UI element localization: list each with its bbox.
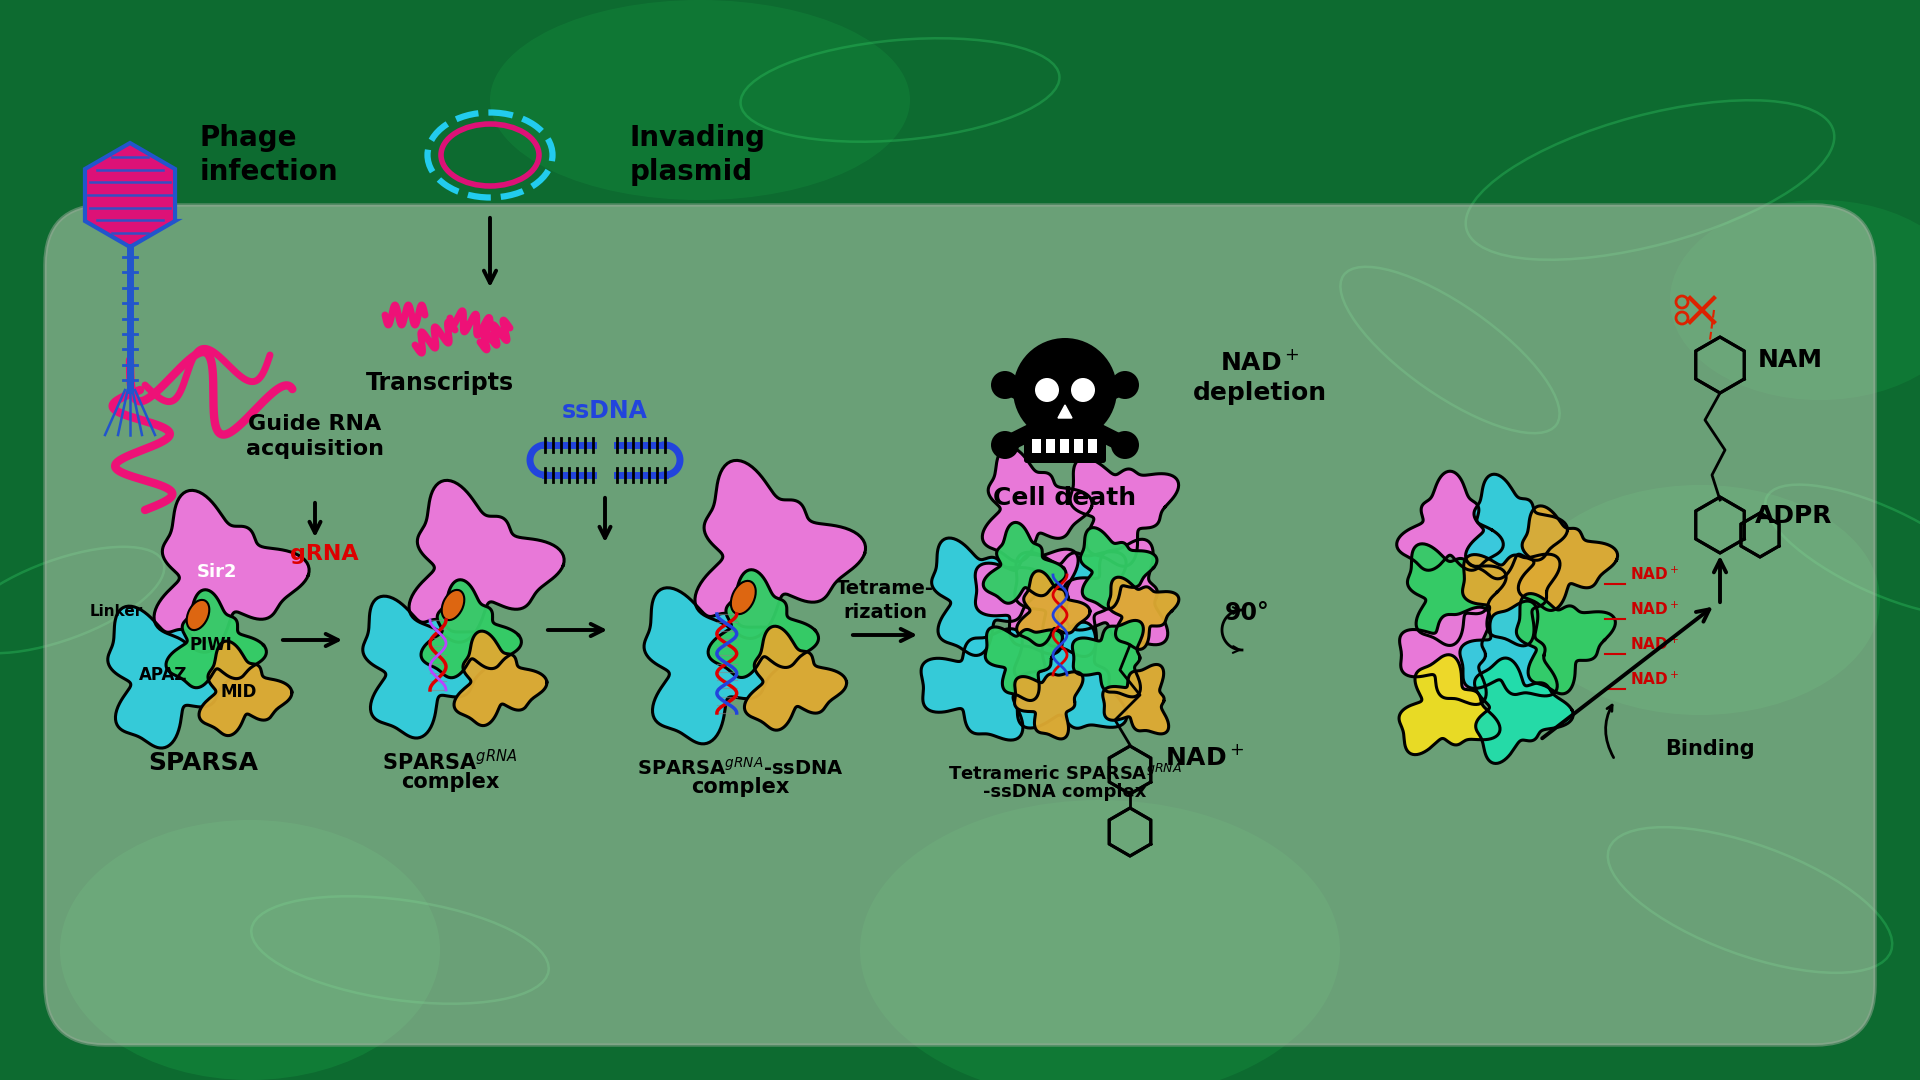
Polygon shape xyxy=(1069,458,1179,566)
Polygon shape xyxy=(1475,658,1572,764)
Text: NAD$^+$: NAD$^+$ xyxy=(1165,745,1244,770)
Text: complex: complex xyxy=(691,777,789,797)
Polygon shape xyxy=(985,627,1062,701)
Polygon shape xyxy=(643,588,793,744)
Polygon shape xyxy=(420,580,522,678)
Polygon shape xyxy=(1517,594,1615,693)
Polygon shape xyxy=(363,596,499,738)
Text: Cell death: Cell death xyxy=(993,486,1137,510)
Circle shape xyxy=(991,431,1020,459)
Text: -ssDNA complex: -ssDNA complex xyxy=(983,783,1146,801)
Text: Guide RNA
acquisition: Guide RNA acquisition xyxy=(246,415,384,459)
Text: Sir2: Sir2 xyxy=(196,563,238,581)
Polygon shape xyxy=(745,626,847,730)
Polygon shape xyxy=(1463,554,1559,646)
Ellipse shape xyxy=(442,590,465,620)
FancyBboxPatch shape xyxy=(44,205,1876,1045)
Polygon shape xyxy=(165,590,267,688)
Polygon shape xyxy=(931,538,1044,656)
Polygon shape xyxy=(108,606,244,748)
Polygon shape xyxy=(1102,664,1169,734)
Text: NAD$^+$: NAD$^+$ xyxy=(1630,636,1680,653)
Text: Tetrameric SPARSA$^{gRNA}$: Tetrameric SPARSA$^{gRNA}$ xyxy=(948,764,1183,784)
Polygon shape xyxy=(1407,544,1505,646)
Polygon shape xyxy=(708,570,818,677)
Text: APAZ: APAZ xyxy=(138,666,188,684)
Text: SPARSA: SPARSA xyxy=(148,751,257,775)
Circle shape xyxy=(1035,378,1060,402)
Text: NAD$^+$
depletion: NAD$^+$ depletion xyxy=(1192,350,1327,405)
Ellipse shape xyxy=(860,800,1340,1080)
Polygon shape xyxy=(983,523,1066,604)
Text: MID: MID xyxy=(221,683,257,701)
Text: ssDNA: ssDNA xyxy=(563,399,647,423)
Polygon shape xyxy=(1014,672,1083,739)
Text: SPARSA$^{gRNA}$-ssDNA: SPARSA$^{gRNA}$-ssDNA xyxy=(637,757,843,779)
FancyBboxPatch shape xyxy=(1033,438,1041,453)
Text: NAD$^+$: NAD$^+$ xyxy=(1630,566,1680,583)
Text: 90°: 90° xyxy=(1225,600,1269,625)
Ellipse shape xyxy=(490,0,910,200)
FancyBboxPatch shape xyxy=(1060,438,1069,453)
Polygon shape xyxy=(200,642,292,735)
Polygon shape xyxy=(1064,539,1167,645)
Text: Tetrame-
rization: Tetrame- rization xyxy=(835,580,933,622)
Polygon shape xyxy=(1459,602,1557,696)
Circle shape xyxy=(1112,372,1139,399)
Text: Phage
infection: Phage infection xyxy=(200,124,338,186)
Polygon shape xyxy=(1073,620,1142,697)
Polygon shape xyxy=(1018,571,1091,646)
Polygon shape xyxy=(983,447,1092,562)
FancyBboxPatch shape xyxy=(1046,438,1054,453)
Text: gRNA: gRNA xyxy=(290,544,359,564)
Text: NAM: NAM xyxy=(1759,348,1822,372)
Text: PIWI: PIWI xyxy=(190,636,232,654)
Text: Binding: Binding xyxy=(1665,739,1755,759)
Ellipse shape xyxy=(1670,200,1920,400)
Text: NAD$^+$: NAD$^+$ xyxy=(1630,671,1680,688)
Ellipse shape xyxy=(60,820,440,1080)
Circle shape xyxy=(1014,338,1117,442)
FancyBboxPatch shape xyxy=(1023,435,1106,463)
Polygon shape xyxy=(1400,607,1490,704)
Text: ADPR: ADPR xyxy=(1755,504,1832,528)
Ellipse shape xyxy=(1521,485,1880,715)
Polygon shape xyxy=(1519,505,1619,610)
Ellipse shape xyxy=(732,581,756,615)
Polygon shape xyxy=(1465,474,1567,579)
Polygon shape xyxy=(1016,552,1127,657)
Text: NAD$^+$: NAD$^+$ xyxy=(1630,600,1680,618)
Polygon shape xyxy=(1400,654,1500,755)
Polygon shape xyxy=(922,629,1023,740)
Polygon shape xyxy=(453,631,547,726)
Text: complex: complex xyxy=(401,772,499,792)
Polygon shape xyxy=(695,460,866,638)
Text: Linker: Linker xyxy=(90,605,142,620)
Text: Transcripts: Transcripts xyxy=(367,372,515,395)
Ellipse shape xyxy=(186,599,209,630)
FancyBboxPatch shape xyxy=(1073,438,1083,453)
Circle shape xyxy=(1071,378,1094,402)
Polygon shape xyxy=(409,481,564,643)
Polygon shape xyxy=(1108,577,1179,649)
Polygon shape xyxy=(1058,405,1071,418)
FancyBboxPatch shape xyxy=(1089,438,1096,453)
Polygon shape xyxy=(1014,622,1127,728)
Text: SPARSA$^{gRNA}$: SPARSA$^{gRNA}$ xyxy=(382,748,518,774)
Polygon shape xyxy=(975,549,1079,654)
Polygon shape xyxy=(1396,471,1503,570)
Circle shape xyxy=(991,372,1020,399)
Polygon shape xyxy=(154,490,309,652)
Polygon shape xyxy=(1081,528,1158,609)
Circle shape xyxy=(1112,431,1139,459)
Text: Invading
plasmid: Invading plasmid xyxy=(630,124,766,186)
Polygon shape xyxy=(84,143,175,247)
